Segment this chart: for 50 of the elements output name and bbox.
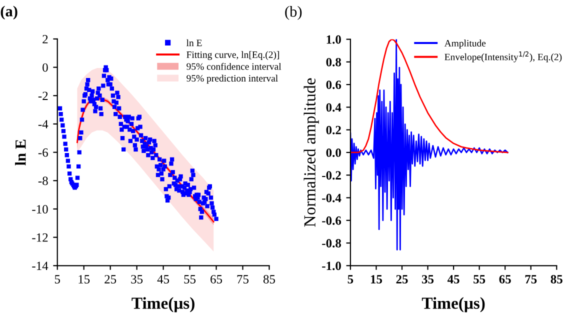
y-tick-label: 0.4 (326, 103, 342, 112)
y-tick-label: -10 (32, 205, 48, 214)
x-tick-label: 55 (184, 275, 196, 284)
y-tick-label: 0.8 (326, 58, 342, 66)
x-tick-label: 75 (237, 275, 249, 284)
x-tick-label: 75 (525, 275, 537, 284)
x-tick-label: 25 (104, 275, 116, 284)
x-tick-label: 65 (210, 275, 222, 284)
x-tick-label: 85 (263, 275, 275, 284)
y-tick-label: -0.6 (322, 216, 342, 225)
x-tick-label: 65 (499, 275, 511, 284)
x-tick-label: 25 (396, 275, 408, 284)
y-tick-label: -0.2 (322, 171, 341, 180)
y-axis-title: Normalized amplitude (304, 78, 319, 227)
x-tick-label: 5 (54, 275, 60, 284)
y-tick-label: -0.4 (322, 194, 342, 202)
x-tick-label: 35 (131, 275, 143, 284)
y-tick-label: -2 (38, 92, 48, 100)
legend-label: 95% prediction interval (186, 74, 278, 84)
y-axis-title: ln E (15, 140, 26, 166)
y-tick-label: 2 (42, 35, 48, 44)
y-tick-label: -1.0 (322, 262, 341, 270)
x-axis-title: Time(μs) (132, 297, 194, 312)
x-tick-label: 45 (447, 275, 460, 284)
x-tick-label: 35 (422, 275, 434, 284)
y-tick-label: 1.0 (326, 35, 341, 44)
y-tick-label: -0.8 (322, 239, 342, 248)
y-tick-label: -6 (38, 148, 48, 157)
y-tick-label: -4 (38, 120, 48, 128)
x-axis-title: Time(μs) (422, 297, 485, 312)
x-tick-label: 15 (370, 275, 382, 284)
legend-label: 95% confidence interval (186, 62, 282, 70)
y-tick-label: -12 (32, 233, 48, 242)
x-tick-label: 55 (474, 275, 486, 284)
x-tick-label: 85 (550, 275, 562, 284)
y-tick-label: 0.6 (326, 80, 342, 90)
chart-title: (a) (0, 6, 18, 20)
legend-label: Fitting curve, ln[Eq.(2)] (186, 51, 279, 60)
y-tick-label: 0 (42, 63, 48, 72)
legend-label: ln E (186, 39, 202, 46)
y-tick-label: 0.2 (326, 126, 341, 134)
chart-title: (b) (285, 6, 302, 20)
y-tick-label: -14 (32, 262, 48, 270)
legend-label: Amplitude (444, 40, 486, 48)
y-tick-label: -8 (38, 176, 48, 186)
y-tick-label: 0.0 (326, 148, 341, 157)
legend-label: Envelope(Intensity$^{1/2}$), Eq.(2) (444, 51, 562, 62)
x-tick-label: 5 (348, 275, 354, 284)
x-tick-label: 45 (157, 275, 170, 284)
x-tick-label: 15 (78, 275, 90, 284)
